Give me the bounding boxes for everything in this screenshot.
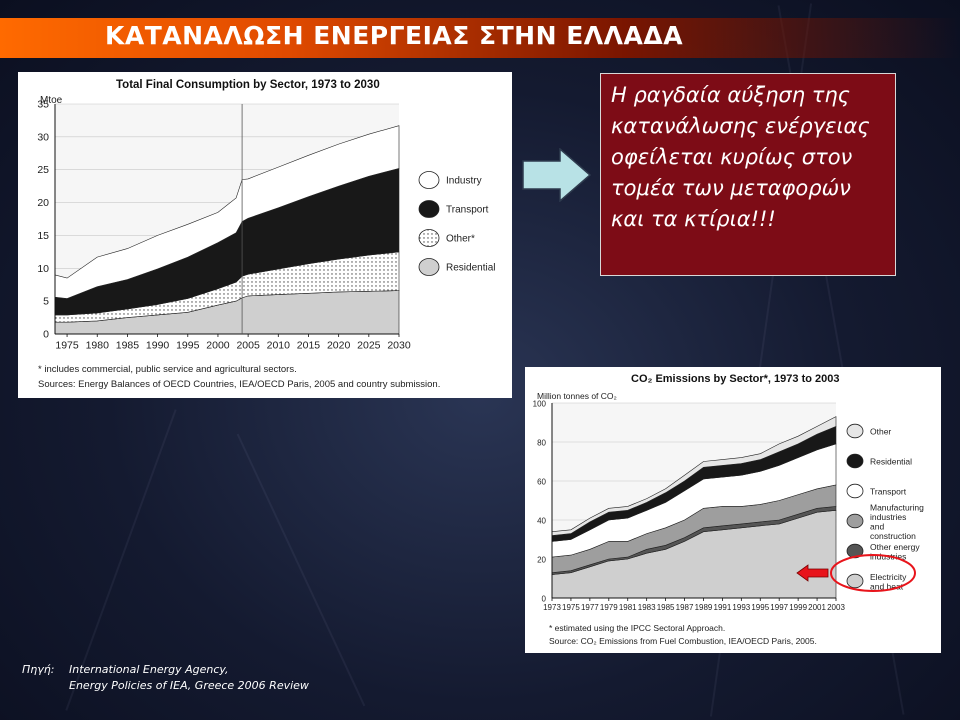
legend-label: Other energy [870,542,920,552]
x-tick-label: 1997 [770,603,788,612]
slide-title: ΚΑΤΑΝΑΛΩΣΗ ΕΝΕΡΓΕΙΑΣ ΣΤΗΝ ΕΛΛΑΔΑ [105,21,684,50]
x-tick-label: 2001 [808,603,826,612]
y-tick-label: 25 [37,164,49,176]
x-tick-label: 2030 [387,340,411,352]
co2-chart-panel: CO₂ Emissions by Sector*, 1973 to 2003 M… [525,367,941,653]
x-tick-label: 1983 [638,603,656,612]
y-tick-label: 60 [537,478,546,487]
legend-swatch [846,423,864,439]
y-tick-label: 0 [542,595,547,604]
legend-label: Industry [446,176,482,187]
chart-source: Source: CO₂ Emissions from Fuel Combusti… [549,636,817,646]
y-tick-label: 15 [37,230,49,242]
y-tick-label: 5 [43,296,49,308]
series-area-industry [54,125,400,299]
x-tick-label: 1995 [176,340,200,352]
legend-label: Transport [446,205,489,216]
x-tick-label: 2003 [827,603,845,612]
legend-swatch [418,258,440,276]
legend-swatch [846,453,864,469]
legend-label: Other* [446,234,475,245]
legend-label: and [870,521,884,531]
consumption-chart-panel: Total Final Consumption by Sector, 1973 … [18,72,512,398]
x-tick-label: 2025 [357,340,381,352]
legend-swatch [846,573,864,589]
y-tick-label: 80 [537,439,546,448]
legend-label: and heat [870,581,904,591]
x-tick-label: 2015 [297,340,321,352]
legend-swatch [418,171,440,189]
legend-swatch [846,543,864,559]
chart-footnote: * includes commercial, public service an… [38,364,297,375]
right-arrow-icon [522,147,592,207]
x-tick-label: 2020 [327,340,351,352]
x-tick-label: 1993 [732,603,750,612]
callout-box: Η ραγδαία αύξηση της κατανάλωσης ενέργει… [600,73,896,276]
x-tick-label: 2005 [236,340,260,352]
y-tick-label: 40 [537,517,546,526]
legend-label: Other [870,427,891,437]
highlight-circle [830,554,916,592]
x-tick-label: 1975 [562,603,580,612]
x-tick-label: 2000 [206,340,230,352]
legend-label: industries [870,512,906,522]
x-tick-label: 1973 [543,603,561,612]
x-tick-label: 1981 [619,603,637,612]
x-tick-label: 1999 [789,603,807,612]
x-tick-label: 1977 [581,603,599,612]
x-tick-label: 1979 [600,603,618,612]
y-axis-label: Million tonnes of CO₂ [537,391,617,401]
legend-swatch [846,483,864,499]
chart-title: Total Final Consumption by Sector, 1973 … [116,79,380,91]
x-tick-label: 2010 [267,340,291,352]
y-tick-label: 10 [37,263,49,275]
chart-footnote: * estimated using the IPCC Sectoral Appr… [549,623,725,633]
x-tick-label: 1989 [695,603,713,612]
x-tick-label: 1995 [751,603,769,612]
title-bar [0,18,960,58]
x-tick-label: 1980 [86,340,110,352]
legend-swatch [418,200,440,218]
series-area-other [551,416,837,536]
source-label: Πηγή: [22,663,55,676]
y-axis-label: Mtoe [40,95,63,106]
chart-source: Sources: Energy Balances of OECD Countri… [38,379,440,390]
x-tick-label: 1985 [116,340,140,352]
legend-label: construction [870,531,916,541]
y-tick-label: 20 [37,197,49,209]
source-line-2: Energy Policies of IEA, Greece 2006 Revi… [69,679,309,692]
y-tick-label: 100 [533,400,547,409]
x-tick-label: 1975 [55,340,79,352]
x-tick-label: 1990 [146,340,170,352]
x-tick-label: 1987 [676,603,694,612]
source-note: Πηγή: International Energy Agency, Energy… [22,662,309,694]
legend-swatch [418,229,440,247]
left-arrow-icon [796,564,829,582]
legend-label: Residential [870,457,912,467]
legend-label: Residential [446,263,495,274]
legend-label: Manufacturing [870,502,924,512]
y-tick-label: 30 [37,131,49,143]
x-tick-label: 1991 [714,603,732,612]
co2-chart: CO₂ Emissions by Sector*, 1973 to 2003 M… [533,373,924,646]
source-line-1: International Energy Agency, [69,663,229,676]
y-tick-label: 35 [37,99,49,111]
legend-label: Transport [870,487,907,497]
x-tick-label: 1985 [657,603,675,612]
consumption-chart: Total Final Consumption by Sector, 1973 … [37,79,495,390]
y-tick-label: 20 [537,556,546,565]
legend-swatch [846,513,864,529]
legend-label: Electricity [870,572,907,582]
chart-title: CO₂ Emissions by Sector*, 1973 to 2003 [631,373,839,385]
y-tick-label: 0 [43,329,49,341]
